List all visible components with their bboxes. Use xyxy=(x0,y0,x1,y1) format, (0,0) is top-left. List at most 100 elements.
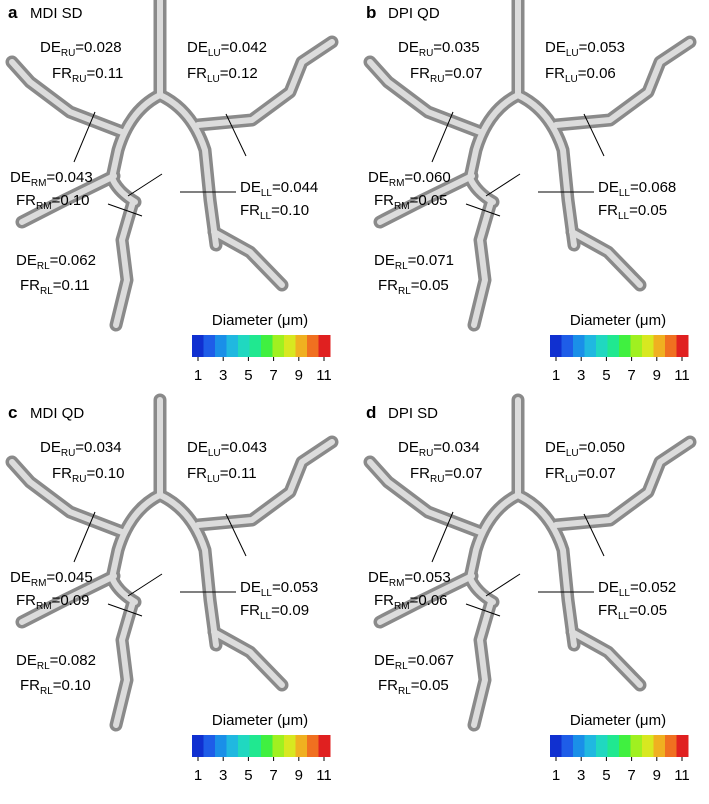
metric: FR xyxy=(187,465,207,482)
region: LU xyxy=(565,74,578,85)
metric: FR xyxy=(545,65,565,82)
metric: DE xyxy=(598,179,619,196)
metric: FR xyxy=(598,602,618,619)
region: RL xyxy=(398,286,411,297)
region-label: DERL=0.071 xyxy=(374,252,454,272)
region: RL xyxy=(37,261,50,272)
colorbar-segment xyxy=(272,335,285,357)
metric: DE xyxy=(240,579,261,596)
colorbar-segment xyxy=(203,735,216,757)
metric: DE xyxy=(10,169,31,186)
colorbar-segment xyxy=(676,735,689,757)
region: RL xyxy=(40,686,53,697)
colorbar-segment xyxy=(561,735,574,757)
colorbar-segment xyxy=(284,335,296,357)
region: RU xyxy=(72,474,86,485)
legend-title: Diameter (μm) xyxy=(570,712,666,729)
legend-title: Diameter (μm) xyxy=(570,312,666,329)
region: RU xyxy=(430,474,444,485)
colorbar-segment xyxy=(307,335,319,357)
region: LL xyxy=(619,588,631,599)
colorbar-segment xyxy=(630,335,643,357)
colorbar-segment xyxy=(665,335,677,357)
region: LL xyxy=(260,611,272,622)
colorbar-tick-label: 11 xyxy=(316,767,332,784)
metric: FR xyxy=(374,592,394,609)
value: =0.035 xyxy=(433,39,479,56)
region: LU xyxy=(208,448,221,459)
metric: DE xyxy=(545,39,566,56)
region-label: DERM=0.045 xyxy=(10,569,93,589)
region: RU xyxy=(419,48,433,59)
colorbar-segment xyxy=(550,735,562,757)
panel-letter: a xyxy=(8,3,18,22)
region: RL xyxy=(395,661,408,672)
value: =0.11 xyxy=(86,65,123,82)
colorbar-segment xyxy=(653,335,666,357)
colorbar-segment xyxy=(249,335,262,357)
region: LU xyxy=(208,48,221,59)
region-label: FRLL=0.09 xyxy=(240,602,309,622)
panel: a MDI SDDERU=0.028FRRU=0.11DELU=0.042FRLU… xyxy=(8,0,332,384)
colorbar-tick-label: 5 xyxy=(244,367,252,384)
metric: FR xyxy=(410,65,430,82)
region-label: FRRL=0.10 xyxy=(20,677,91,697)
colorbar-segment xyxy=(238,335,250,357)
region: RU xyxy=(61,48,75,59)
colorbar-segment xyxy=(261,335,273,357)
colorbar-segment xyxy=(272,735,285,757)
metric: DE xyxy=(398,39,419,56)
colorbar-segment xyxy=(607,735,620,757)
metric: DE xyxy=(40,439,61,456)
colorbar-segment xyxy=(561,335,574,357)
region: LL xyxy=(619,188,631,199)
region: RM xyxy=(389,578,405,589)
region-label: FRLU=0.12 xyxy=(187,65,258,85)
value: =0.062 xyxy=(50,252,96,269)
colorbar-tick-label: 1 xyxy=(552,367,560,384)
region-label: DERU=0.034 xyxy=(40,439,122,459)
colorbar-segment xyxy=(295,735,308,757)
colorbar-segment xyxy=(596,735,608,757)
metric: DE xyxy=(374,252,395,269)
panel: b DPI QDDERU=0.035FRRU=0.07DELU=0.053FRLU… xyxy=(366,0,690,384)
value: =0.06 xyxy=(578,65,616,82)
metric: FR xyxy=(16,192,36,209)
region-label: FRRU=0.10 xyxy=(52,465,124,485)
value: =0.12 xyxy=(220,65,258,82)
region-label: DERM=0.053 xyxy=(368,569,451,589)
colorbar-segment xyxy=(226,335,239,357)
metric: DE xyxy=(598,579,619,596)
value: =0.05 xyxy=(410,192,448,209)
colorbar-tick-label: 11 xyxy=(674,367,690,384)
value: =0.043 xyxy=(46,169,92,186)
colorbar-tick-label: 7 xyxy=(627,367,635,384)
metric: DE xyxy=(16,252,37,269)
colorbar-segment xyxy=(573,735,585,757)
value: =0.053 xyxy=(404,569,450,586)
region-label: FRRU=0.07 xyxy=(410,465,482,485)
colorbar-segment xyxy=(203,335,216,357)
region-label: DELL=0.052 xyxy=(598,579,676,599)
panel-title: DPI SD xyxy=(388,405,438,422)
region: RU xyxy=(419,448,433,459)
colorbar-segment xyxy=(307,735,319,757)
metric: FR xyxy=(240,602,260,619)
value: =0.07 xyxy=(578,465,616,482)
metric: DE xyxy=(368,569,389,586)
metric: FR xyxy=(240,202,260,219)
panel-title: MDI SD xyxy=(30,5,83,22)
colorbar-tick-label: 1 xyxy=(194,767,202,784)
region-label: DERU=0.035 xyxy=(398,39,480,59)
metric: DE xyxy=(187,439,208,456)
region-label: FRRU=0.11 xyxy=(52,65,123,85)
region-label: FRRL=0.05 xyxy=(378,677,449,697)
region: RL xyxy=(395,261,408,272)
metric: DE xyxy=(368,169,389,186)
value: =0.11 xyxy=(220,465,257,482)
value: =0.10 xyxy=(53,677,91,694)
value: =0.052 xyxy=(630,579,676,596)
region: RL xyxy=(37,661,50,672)
colorbar-tick-label: 9 xyxy=(653,367,661,384)
colorbar-segment xyxy=(676,335,689,357)
